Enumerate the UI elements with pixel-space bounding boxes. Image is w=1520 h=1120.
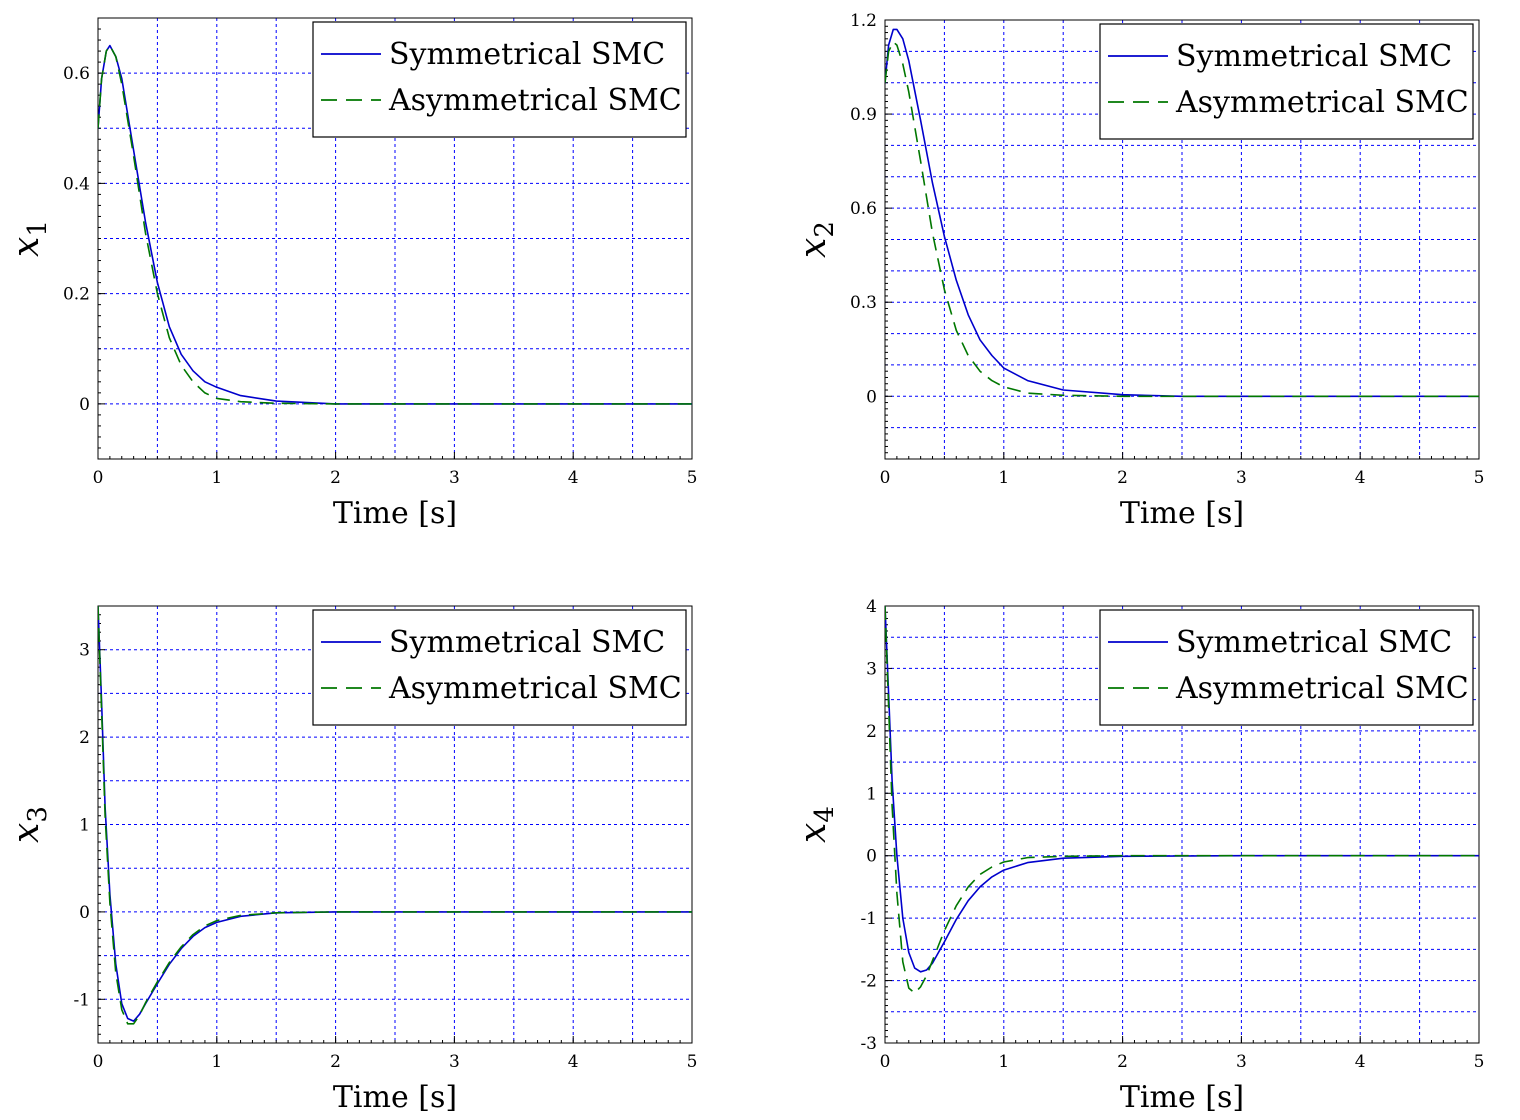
y-tick-label: 0 (866, 387, 877, 407)
y-axis-title-main: x (793, 238, 834, 258)
y-tick-label: 0.6 (850, 199, 877, 219)
legend: Symmetrical SMC Asymmetrical SMC (1099, 23, 1474, 140)
x-tick-label: 3 (449, 468, 460, 488)
x-tick-label: 1 (998, 1052, 1009, 1072)
chart-panel-1: 0 1 2 3 4 5 0 0.2 0.4 0.6 Symmetrical SMC Asymmetri… (6, 17, 698, 531)
x-tick-label: 5 (687, 468, 698, 488)
chart-panel-4: 0 1 2 3 4 5 -3 -2 -1 0 1 2 3 4 Symmetrical SMC Asymmetr… (793, 597, 1484, 1115)
x-tick-label: 2 (1117, 468, 1128, 488)
y-axis-title-subscript: 4 (810, 806, 840, 823)
chart-panel-3: 0 1 2 3 4 5 -1 0 1 2 3 Symmetrical SMC Asymmetrical … (6, 605, 698, 1115)
legend-label: Asymmetrical SMC (1175, 671, 1469, 706)
x-tick-label: 0 (93, 1052, 104, 1072)
legend-label: Symmetrical SMC (389, 625, 665, 660)
plot-frame (884, 19, 1480, 460)
asymmetrical-smc-line (98, 606, 692, 1025)
y-tick-label: -1 (860, 909, 877, 929)
legend-label: Symmetrical SMC (389, 37, 665, 72)
legend: Symmetrical SMC Asymmetrical SMC (312, 21, 687, 138)
y-tick-label: -2 (860, 972, 877, 992)
series-lines (98, 44, 692, 405)
legend-label: Asymmetrical SMC (388, 83, 682, 118)
x-axis-title: Time [s] (1120, 1080, 1244, 1115)
y-tick-label: 3 (866, 659, 877, 679)
y-tick-label: 0 (79, 395, 90, 415)
y-axis-title-subscript: 1 (23, 220, 53, 237)
x-tick-label: 0 (880, 1052, 891, 1072)
y-tick-label: 3 (79, 641, 90, 661)
x-tick-label: 2 (1117, 1052, 1128, 1072)
y-axis-title-subscript: 2 (810, 221, 840, 238)
y-tick-label: 0.9 (850, 105, 877, 125)
x-tick-label: 1 (998, 468, 1009, 488)
x-tick-label: 5 (1474, 1052, 1485, 1072)
x-axis-title: Time [s] (333, 496, 457, 531)
y-tick-label: 0.4 (63, 174, 90, 194)
y-tick-label: 2 (79, 728, 90, 748)
plot-frame (97, 17, 693, 460)
y-axis-title: x2 (793, 221, 840, 258)
x-tick-label: 3 (1236, 468, 1247, 488)
asymmetrical-smc-line (885, 606, 1479, 994)
y-tick-label: 0.3 (850, 293, 877, 313)
y-tick-label: 0.2 (63, 285, 90, 305)
x-axis-title: Time [s] (1120, 496, 1244, 531)
y-axis-title-main: x (793, 823, 834, 843)
x-tick-label: 4 (568, 468, 579, 488)
y-tick-label: 1 (79, 816, 90, 836)
chart-panel-2: 0 1 2 3 4 5 0 0.3 0.6 0.9 1.2 Symmetrical SMC Asymme… (793, 11, 1484, 531)
series-lines (885, 28, 1479, 398)
x-tick-label: 0 (880, 468, 891, 488)
y-axis-title: x4 (793, 806, 840, 843)
y-axis-title-main: x (6, 823, 47, 843)
legend: Symmetrical SMC Asymmetrical SMC (312, 609, 687, 726)
x-tick-label: 4 (1355, 468, 1366, 488)
series-lines (885, 606, 1479, 994)
x-tick-label: 1 (211, 468, 222, 488)
y-tick-label: 0.6 (63, 64, 90, 84)
x-tick-label: 1 (211, 1052, 222, 1072)
y-tick-label: 1 (866, 784, 877, 804)
legend-box (1099, 609, 1474, 726)
y-tick-label: 0 (79, 903, 90, 923)
y-axis-title: x1 (6, 220, 53, 257)
minor-ticks (884, 605, 1480, 1044)
y-tick-label: -1 (73, 990, 90, 1010)
x-tick-label: 0 (93, 468, 104, 488)
asymmetrical-smc-line (885, 41, 1479, 398)
y-axis-title-subscript: 3 (23, 806, 53, 823)
x-tick-label: 5 (1474, 468, 1485, 488)
series-lines (98, 606, 692, 1025)
asymmetrical-smc-line (98, 44, 692, 405)
x-tick-label: 4 (1355, 1052, 1366, 1072)
x-tick-label: 4 (568, 1052, 579, 1072)
x-tick-label: 5 (687, 1052, 698, 1072)
x-tick-label: 2 (330, 1052, 341, 1072)
legend: Symmetrical SMC Asymmetrical SMC (1099, 609, 1474, 726)
y-tick-label: -3 (860, 1034, 877, 1054)
legend-label: Asymmetrical SMC (1175, 85, 1469, 120)
y-tick-label: 1.2 (850, 11, 877, 31)
x-tick-label: 2 (330, 468, 341, 488)
legend-box (312, 609, 687, 726)
y-tick-label: 4 (866, 597, 877, 617)
y-axis-title: x3 (6, 806, 53, 843)
plot-frame (884, 605, 1480, 1044)
x-axis-title: Time [s] (333, 1080, 457, 1115)
legend-box (312, 21, 687, 138)
legend-label: Symmetrical SMC (1176, 625, 1452, 660)
y-tick-label: 0 (866, 847, 877, 867)
y-axis-title-main: x (6, 237, 47, 257)
x-tick-label: 3 (1236, 1052, 1247, 1072)
x-tick-label: 3 (449, 1052, 460, 1072)
legend-label: Asymmetrical SMC (388, 671, 682, 706)
y-tick-label: 2 (866, 722, 877, 742)
legend-label: Symmetrical SMC (1176, 39, 1452, 74)
symmetrical-smc-line (885, 606, 1479, 973)
legend-box (1099, 23, 1474, 140)
